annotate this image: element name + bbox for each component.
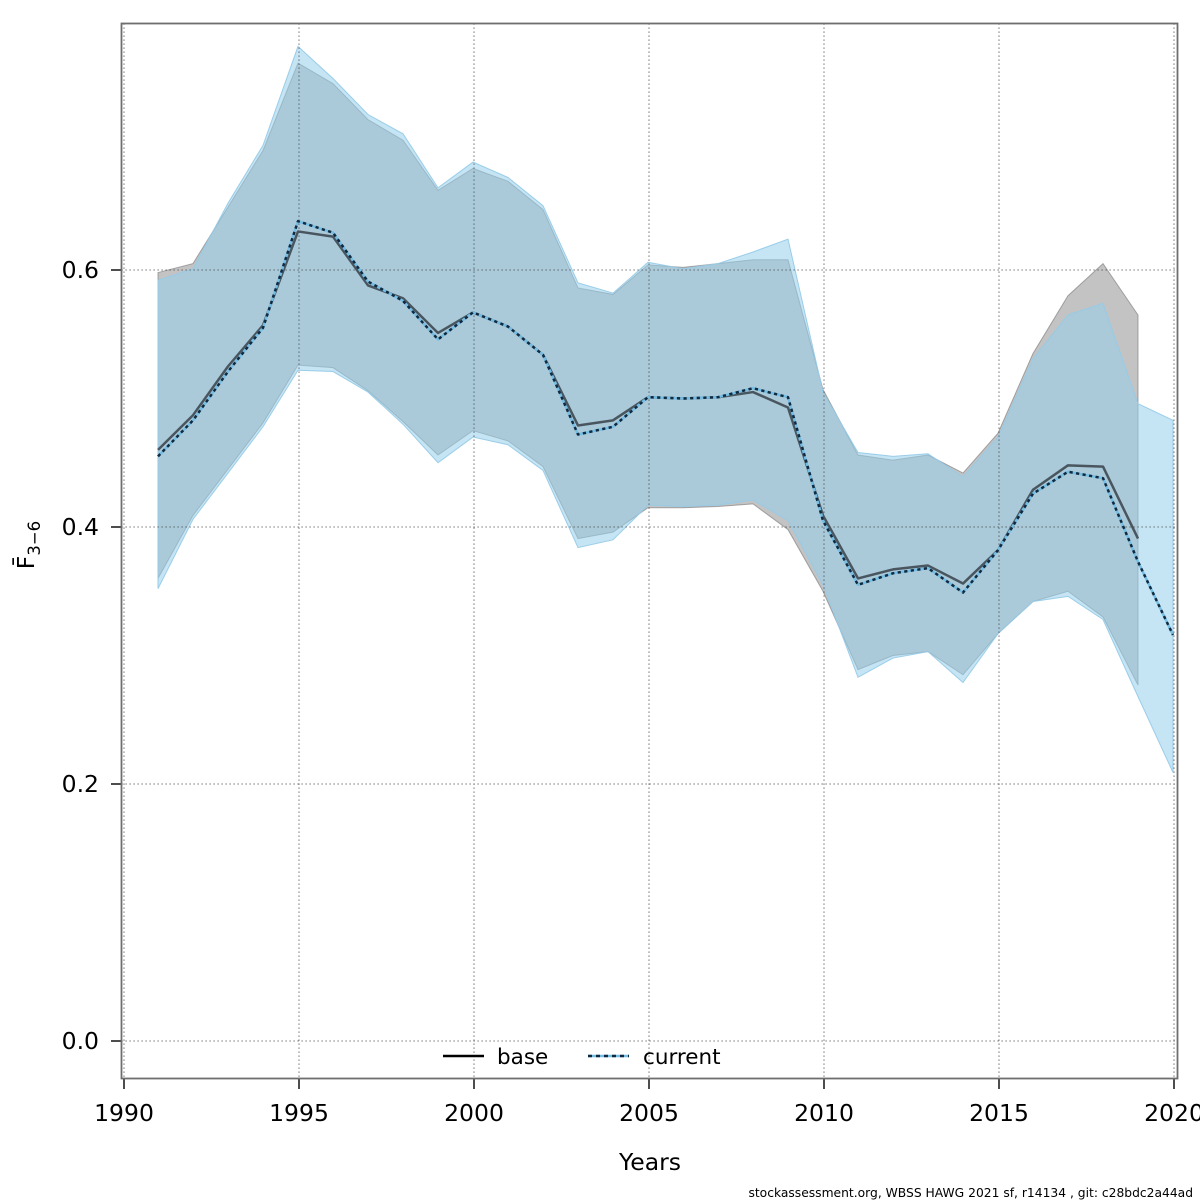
series-lines-layer bbox=[157, 219, 1175, 636]
legend-base-label: base bbox=[497, 1045, 548, 1070]
x-tick-label-2020: 2020 bbox=[1144, 1099, 1200, 1127]
y-tick-label-0.4: 0.4 bbox=[62, 513, 99, 541]
x-tick-label-1995: 1995 bbox=[269, 1099, 329, 1127]
y-tick-label-0.6: 0.6 bbox=[62, 256, 99, 284]
y-tick-label-0.2: 0.2 bbox=[62, 770, 99, 798]
x-tick-label-2010: 2010 bbox=[794, 1099, 854, 1127]
x-tick-label-1990: 1990 bbox=[94, 1099, 154, 1127]
x-tick-label-2000: 2000 bbox=[444, 1099, 504, 1127]
legend-current-label: current bbox=[643, 1045, 721, 1070]
current-line-dotted bbox=[157, 219, 1175, 636]
y-axis-title: F̄3−6 bbox=[12, 521, 44, 569]
y-axis-title-main: F̄ bbox=[12, 556, 40, 570]
y-tick-label-0: 0.0 bbox=[62, 1027, 99, 1055]
axis-ticklabels-layer: 1990 1995 2000 2005 2010 2015 2020 0.0 0.2 0.4 0.6 bbox=[62, 256, 1200, 1127]
ribbons-layer bbox=[157, 45, 1174, 773]
y-axis-title-subscript: 3−6 bbox=[25, 521, 44, 556]
legend: base current bbox=[443, 1045, 721, 1070]
x-axis-title: Years bbox=[618, 1148, 681, 1176]
panel-frame bbox=[120, 22, 1179, 1080]
axis-ticks-layer bbox=[111, 269, 1175, 1089]
x-tick-label-2005: 2005 bbox=[619, 1099, 679, 1127]
x-tick-label-2015: 2015 bbox=[969, 1099, 1029, 1127]
current-confidence-band bbox=[157, 45, 1174, 773]
footer-credit: stockassessment.org, WBSS HAWG 2021 sf, … bbox=[748, 1186, 1193, 1200]
